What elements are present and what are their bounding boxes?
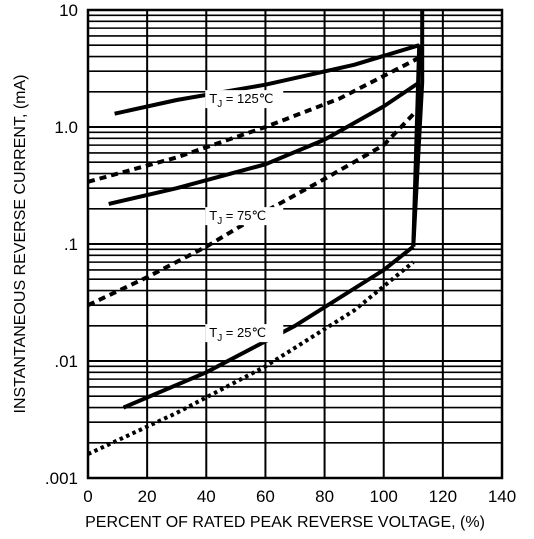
x-axis-title: PERCENT OF RATED PEAK REVERSE VOLTAGE, (… (85, 514, 485, 531)
series-line-4-dashed (87, 106, 421, 308)
x-tick-label: 20 (138, 487, 157, 506)
tick-labels: 0 20 40 60 80 100 120 140 .001 .01 .1 1.0 10 (45, 1, 516, 506)
annotation-background (205, 324, 284, 343)
x-tick-label: 80 (315, 487, 334, 506)
x-tick-label: 100 (370, 487, 398, 506)
plot-frame (86, 8, 504, 480)
y-tick-label: .1 (64, 235, 78, 254)
y-tick-label: 10 (59, 1, 78, 20)
grid (87, 9, 503, 479)
annotation-label-1: TJ = 125℃ (209, 91, 273, 110)
series-line-2-dashed (87, 56, 421, 184)
annotation-background (205, 207, 284, 226)
y-axis-title: INSTANTANEOUS REVERSE CURRENT, (mA) (12, 75, 29, 414)
y-tick-label: .01 (54, 352, 78, 371)
series-line-5-solid (122, 245, 415, 410)
series-line-8-solid (411, 45, 422, 247)
x-tick-label: 140 (488, 487, 516, 506)
annotations: TJ = 125℃ TJ = 75℃ TJ = 25℃ (205, 90, 284, 344)
x-tick-label: 0 (83, 487, 92, 506)
series-line-3-solid (108, 80, 421, 206)
annotation-background (205, 90, 284, 109)
x-tick-label: 60 (256, 487, 275, 506)
y-tick-label: 1.0 (54, 118, 78, 137)
x-tick-label: 40 (197, 487, 216, 506)
y-tick-label: .001 (45, 469, 78, 488)
series-lines (87, 10, 425, 456)
series-line-1-solid (114, 43, 420, 116)
x-tick-label: 120 (429, 487, 457, 506)
annotation-label-3: TJ = 25℃ (209, 325, 266, 344)
series-line-6-dotted (87, 260, 415, 456)
annotation-label-2: TJ = 75℃ (209, 208, 266, 227)
